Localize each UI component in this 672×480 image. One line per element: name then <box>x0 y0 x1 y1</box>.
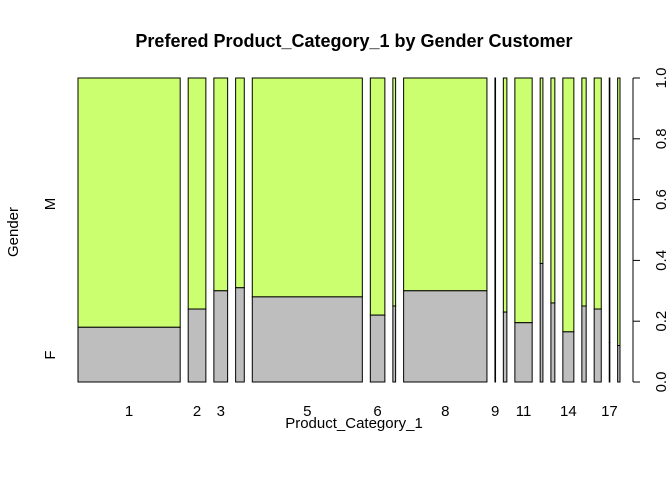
bar-segment-f-cat-5 <box>251 296 363 383</box>
bar-segment-f-cat-9 <box>494 314 497 383</box>
bar-segment-f-cat-8 <box>403 290 488 383</box>
chart-title: Prefered Product_Category_1 by Gender Cu… <box>135 31 572 51</box>
bar-segment-f-cat-16 <box>593 308 602 383</box>
bar-segment-f-cat-7 <box>392 305 397 383</box>
bar-segment-m-cat-3 <box>213 77 229 292</box>
bar-segment-m-cat-7 <box>392 77 397 307</box>
right-axis: 0.0 0.2 0.4 0.6 0.8 1.0 <box>632 68 670 393</box>
bar-segment-m-cat-12 <box>539 77 544 264</box>
bar-segment-m-cat-5 <box>251 77 363 298</box>
bar-segment-f-cat-6 <box>369 314 386 383</box>
bar-segment-f-cat-2 <box>187 308 207 383</box>
right-axis-tick-label: 0.4 <box>653 250 670 271</box>
bar-segment-m-cat-17 <box>608 77 611 343</box>
right-axis-tick-label: 0.2 <box>653 311 670 332</box>
bar-segment-m-cat-11 <box>514 77 533 324</box>
bar-segment-f-cat-14 <box>562 331 575 383</box>
bar-segment-m-cat-6 <box>369 77 386 316</box>
bar-segment-f-cat-17 <box>608 341 611 383</box>
x-tick-label: 5 <box>303 403 311 420</box>
x-tick-label: 11 <box>516 403 532 420</box>
bar-segment-m-cat-4 <box>235 77 245 289</box>
bar-segment-f-cat-4 <box>235 287 245 383</box>
bar-segment-f-cat-3 <box>213 290 229 383</box>
plot-area <box>77 77 621 383</box>
bar-segment-m-cat-10 <box>502 77 508 313</box>
bar-segment-f-cat-1 <box>77 326 181 383</box>
right-axis-tick-label: 1.0 <box>653 68 670 89</box>
bar-segment-m-cat-2 <box>187 77 207 310</box>
right-axis-tick-label: 0.0 <box>653 372 670 393</box>
y-category-label-m: M <box>42 198 59 211</box>
bar-segment-m-cat-18 <box>617 77 621 347</box>
bar-segment-f-cat-18 <box>617 345 621 383</box>
y-axis-label: Gender <box>5 207 22 257</box>
x-tick-label: 6 <box>373 403 381 420</box>
bar-segment-m-cat-15 <box>581 77 587 307</box>
x-tick-label: 1 <box>125 403 133 420</box>
bar-segment-f-cat-12 <box>539 262 544 383</box>
x-tick-label: 2 <box>193 403 201 420</box>
bar-segment-f-cat-10 <box>502 311 508 383</box>
bar-segment-m-cat-16 <box>593 77 602 310</box>
x-axis-label: Product_Category_1 <box>285 415 423 432</box>
right-axis-tick-label: 0.8 <box>653 128 670 149</box>
bar-segment-f-cat-15 <box>581 305 587 383</box>
bar-segment-f-cat-11 <box>514 322 533 383</box>
right-axis-tick-label: 0.6 <box>653 189 670 210</box>
bar-segment-m-cat-1 <box>77 77 181 328</box>
x-tick-label: 9 <box>491 403 499 420</box>
x-tick-label: 17 <box>601 403 618 420</box>
bar-segment-m-cat-13 <box>550 77 556 304</box>
x-tick-label: 8 <box>441 403 449 420</box>
bar-segment-m-cat-8 <box>403 77 488 292</box>
y-category-label-f: F <box>42 350 59 359</box>
y-category-labels: FM <box>42 198 59 360</box>
bar-segment-m-cat-14 <box>562 77 575 333</box>
bar-segment-m-cat-9 <box>494 77 497 316</box>
bar-segment-f-cat-13 <box>550 302 556 383</box>
x-tick-label: 14 <box>560 403 577 420</box>
x-tick-labels: 1 2 3 5 6 8 9 11 14 17 <box>125 403 618 420</box>
x-tick-label: 3 <box>217 403 225 420</box>
